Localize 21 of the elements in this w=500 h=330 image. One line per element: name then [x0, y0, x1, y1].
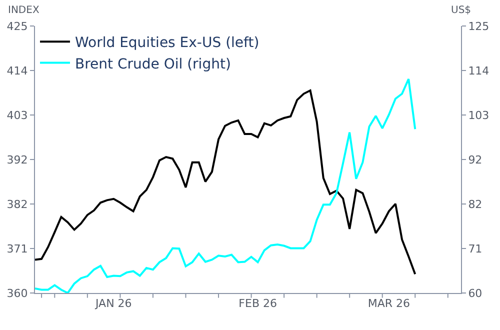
y-tick-label: 392: [6, 153, 28, 166]
y-axis-title: INDEX: [8, 5, 40, 16]
y-tick-label: 371: [6, 242, 28, 256]
x-tick-label: MAR 26: [368, 297, 410, 310]
x-tick-label: FEB 26: [238, 297, 277, 310]
y2-tick-label: 71: [468, 242, 482, 256]
y2-axis-title: US$: [451, 5, 472, 16]
y-tick-label: 425: [6, 20, 28, 33]
y-tick-label: 382: [6, 198, 28, 211]
y2-tick-label: 125: [468, 20, 490, 33]
y2-tick-label: 60: [468, 286, 482, 300]
x-tick-label: JAN 26: [94, 297, 132, 310]
y2-tick-label: 92: [468, 153, 482, 166]
y-tick-label: 414: [6, 64, 28, 78]
y2-tick-label: 82: [468, 198, 482, 211]
y2-tick-label: 103: [468, 108, 490, 122]
y2-tick-label: 114: [468, 64, 490, 78]
legend-label: Brent Crude Oil (right): [75, 56, 231, 72]
y-tick-label: 403: [6, 108, 28, 122]
y-tick-label: 360: [6, 286, 28, 300]
legend-label: World Equities Ex-US (left): [75, 35, 260, 52]
